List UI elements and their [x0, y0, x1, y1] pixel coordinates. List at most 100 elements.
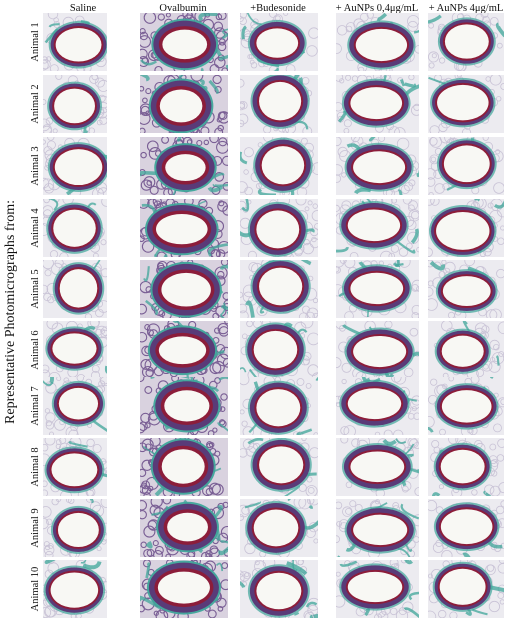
micrograph-4-animal-3 [336, 137, 419, 195]
micrograph-2-animal-4 [140, 199, 228, 257]
airway-section-image [428, 13, 504, 71]
row-label-animal-5: Animal 5 [30, 269, 41, 309]
airway-section-image [140, 137, 228, 195]
micrograph-4-animal-1 [336, 13, 419, 71]
airway-section-image [140, 377, 228, 435]
airway-section-image [140, 321, 228, 379]
row-label-animal-6: Animal 6 [30, 330, 41, 370]
airway-section-image [428, 499, 504, 557]
micrograph-2-animal-10 [140, 560, 228, 618]
airway-section-image [240, 13, 318, 71]
airway-section-image [428, 75, 504, 133]
micrograph-4-animal-4 [336, 199, 419, 257]
row-label-animal-4: Animal 4 [30, 208, 41, 248]
micrograph-5-animal-5 [428, 260, 504, 318]
micrograph-3-animal-10 [240, 560, 318, 618]
airway-section-image [240, 260, 318, 318]
airway-section-image [428, 260, 504, 318]
airway-section-image [336, 377, 419, 435]
airway-section-image [240, 560, 318, 618]
airway-section-image [336, 321, 419, 379]
airway-section-image [336, 499, 419, 557]
airway-section-image [240, 438, 318, 496]
micrograph-3-animal-1 [240, 13, 318, 71]
airway-section-image [428, 137, 504, 195]
airway-section-image [336, 560, 419, 618]
airway-section-image [428, 560, 504, 618]
airway-section-image [336, 260, 419, 318]
micrograph-3-animal-6 [240, 321, 318, 379]
row-label-animal-9: Animal 9 [30, 508, 41, 548]
micrograph-4-animal-8 [336, 438, 419, 496]
airway-section-image [43, 13, 107, 71]
airway-section-image [43, 75, 107, 133]
airway-section-image [336, 137, 419, 195]
airway-section-image [428, 199, 504, 257]
micrograph-5-animal-10 [428, 560, 504, 618]
airway-section-image [43, 438, 107, 496]
airway-section-image [140, 499, 228, 557]
micrograph-1-animal-5 [43, 260, 107, 318]
column-header-4: + AuNPs 0,4μg/mL [335, 3, 419, 14]
airway-section-image [43, 499, 107, 557]
airway-section-image [240, 137, 318, 195]
airway-section-image [428, 438, 504, 496]
micrograph-4-animal-10 [336, 560, 419, 618]
row-label-animal-10: Animal 10 [30, 566, 41, 612]
micrograph-4-animal-2 [336, 75, 419, 133]
micrograph-2-animal-5 [140, 260, 228, 318]
micrograph-4-animal-6 [336, 321, 419, 379]
micrograph-3-animal-8 [240, 438, 318, 496]
airway-section-image [240, 499, 318, 557]
micrograph-3-animal-2 [240, 75, 318, 133]
micrograph-2-animal-6 [140, 321, 228, 379]
figure-side-title: Representative Photomicrographs from: [3, 200, 18, 424]
micrograph-4-animal-7 [336, 377, 419, 435]
micrograph-4-animal-5 [336, 260, 419, 318]
airway-section-image [43, 321, 107, 379]
micrograph-2-animal-2 [140, 75, 228, 133]
airway-section-image [336, 75, 419, 133]
airway-section-image [140, 260, 228, 318]
micrograph-1-animal-6 [43, 321, 107, 379]
airway-section-image [240, 321, 318, 379]
micrograph-3-animal-9 [240, 499, 318, 557]
airway-section-image [240, 75, 318, 133]
row-label-animal-3: Animal 3 [30, 146, 41, 186]
micrograph-3-animal-5 [240, 260, 318, 318]
airway-section-image [140, 13, 228, 71]
airway-section-image [336, 199, 419, 257]
airway-section-image [140, 199, 228, 257]
micrograph-2-animal-1 [140, 13, 228, 71]
micrograph-3-animal-3 [240, 137, 318, 195]
micrograph-5-animal-1 [428, 13, 504, 71]
row-label-animal-7: Animal 7 [30, 386, 41, 426]
micrograph-5-animal-4 [428, 199, 504, 257]
micrograph-2-animal-3 [140, 137, 228, 195]
airway-section-image [43, 137, 107, 195]
micrograph-1-animal-3 [43, 137, 107, 195]
airway-section-image [43, 560, 107, 618]
micrograph-2-animal-7 [140, 377, 228, 435]
micrograph-3-animal-7 [240, 377, 318, 435]
micrograph-4-animal-9 [336, 499, 419, 557]
micrograph-3-animal-4 [240, 199, 318, 257]
airway-section-image [43, 260, 107, 318]
row-label-animal-8: Animal 8 [30, 447, 41, 487]
airway-section-image [43, 199, 107, 257]
micrograph-5-animal-6 [428, 321, 504, 379]
micrograph-2-animal-8 [140, 438, 228, 496]
micrograph-5-animal-9 [428, 499, 504, 557]
row-label-animal-1: Animal 1 [30, 22, 41, 62]
column-header-2: Ovalbumin [159, 3, 207, 14]
micrograph-1-animal-2 [43, 75, 107, 133]
micrograph-1-animal-7 [43, 377, 107, 435]
micrograph-5-animal-3 [428, 137, 504, 195]
airway-section-image [428, 377, 504, 435]
airway-section-image [336, 13, 419, 71]
micrograph-1-animal-1 [43, 13, 107, 71]
micrograph-2-animal-9 [140, 499, 228, 557]
micrograph-1-animal-9 [43, 499, 107, 557]
column-header-1: Saline [69, 3, 97, 14]
micrograph-1-animal-8 [43, 438, 107, 496]
